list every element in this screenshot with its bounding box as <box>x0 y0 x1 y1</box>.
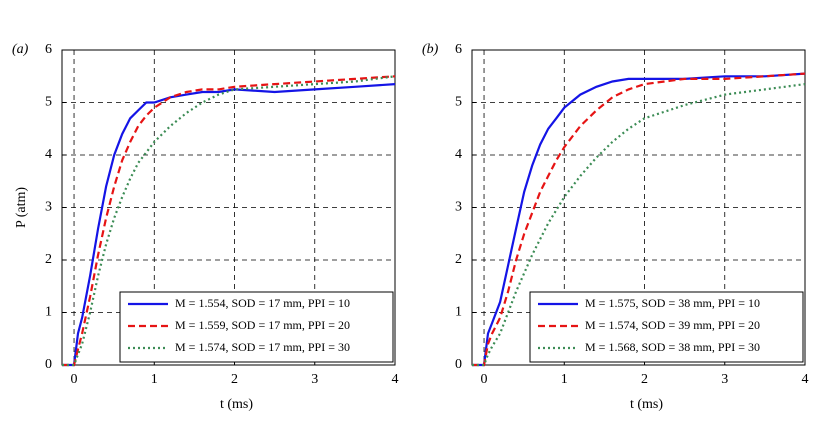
series-line <box>472 83 806 367</box>
legend-label: M = 1.554, SOD = 17 mm, PPI = 10 <box>175 296 350 310</box>
panel-label: (b) <box>422 42 439 57</box>
y-tick-label: 6 <box>455 42 462 57</box>
series-line <box>472 72 806 367</box>
y-tick-label: 1 <box>455 305 462 320</box>
x-axis-label: t (ms) <box>630 397 663 412</box>
x-tick-label: 3 <box>311 372 318 387</box>
legend-label: M = 1.574, SOD = 39 mm, PPI = 20 <box>585 318 760 332</box>
y-tick-label: 3 <box>45 200 52 215</box>
x-tick-label: 3 <box>721 372 728 387</box>
x-tick-label: 1 <box>561 372 568 387</box>
x-tick-label: 1 <box>151 372 158 387</box>
y-tick-label: 2 <box>45 252 52 267</box>
y-tick-label: 1 <box>45 305 52 320</box>
y-tick-label: 3 <box>455 200 462 215</box>
legend-label: M = 1.575, SOD = 38 mm, PPI = 10 <box>585 296 760 310</box>
x-tick-label: 4 <box>392 372 399 387</box>
series-line <box>62 75 396 367</box>
legend-label: M = 1.559, SOD = 17 mm, PPI = 20 <box>175 318 350 332</box>
y-tick-label: 2 <box>455 252 462 267</box>
x-tick-label: 2 <box>231 372 238 387</box>
y-tick-label: 5 <box>455 95 462 110</box>
y-tick-label: 4 <box>455 147 462 162</box>
series-line <box>62 75 396 367</box>
plot-frame <box>471 49 806 366</box>
x-tick-label: 0 <box>481 372 488 387</box>
y-tick-label: 6 <box>45 42 52 57</box>
x-tick-label: 2 <box>641 372 648 387</box>
x-tick-label: 4 <box>802 372 809 387</box>
legend-label: M = 1.574, SOD = 17 mm, PPI = 30 <box>175 340 350 354</box>
y-tick-label: 0 <box>45 357 52 372</box>
series-line <box>62 83 396 367</box>
x-tick-label: 0 <box>71 372 78 387</box>
plot-frame <box>61 49 396 366</box>
y-tick-label: 5 <box>45 95 52 110</box>
y-tick-label: 0 <box>455 357 462 372</box>
legend-label: M = 1.568, SOD = 38 mm, PPI = 30 <box>585 340 760 354</box>
x-axis-label: t (ms) <box>220 397 253 412</box>
series-line <box>472 72 806 367</box>
y-axis-label: P (atm) <box>14 187 29 228</box>
y-tick-label: 4 <box>45 147 52 162</box>
panel-label: (a) <box>12 42 29 57</box>
